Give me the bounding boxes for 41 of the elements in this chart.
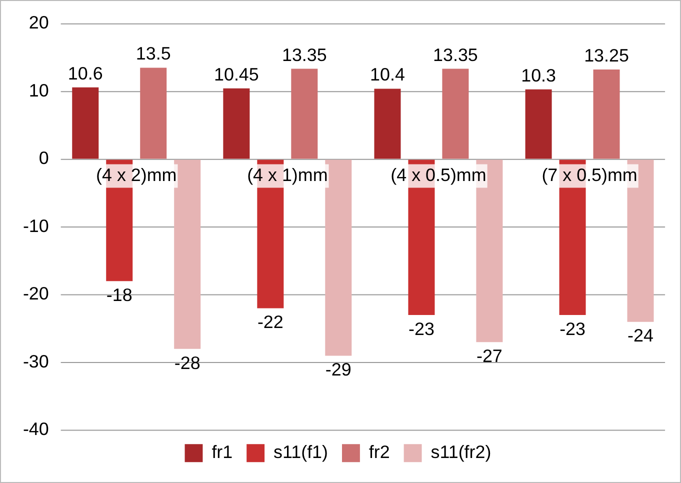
bar [174,160,201,349]
x-tick-label: (4 x 1)mm [247,164,328,185]
data-label: -28 [174,352,200,373]
bar [442,68,469,159]
data-label: -18 [106,285,132,306]
bar [223,88,250,159]
data-label: -23 [408,318,434,339]
y-tick-label: -20 [22,284,49,304]
data-label: 13.35 [433,44,478,65]
data-label: -24 [628,326,654,346]
y-tick-label: -10 [22,216,49,236]
legend-label: s11(f1) [274,442,328,462]
y-tick-label: 10 [28,80,49,100]
data-label: 10.3 [521,65,556,86]
bar [140,68,167,159]
x-tick-label: (4 x 2)mm [96,164,177,185]
data-label: 10.6 [68,63,103,84]
data-label: 10.4 [370,64,405,85]
legend-label: fr2 [368,442,390,462]
data-label: 10.45 [214,64,259,84]
legend-label: s11(fr2) [430,442,492,462]
bar [291,68,318,159]
bar [593,69,620,159]
x-tick-label: (7 x 0.5)mm [542,164,638,185]
bar [374,88,401,159]
data-label: 13.5 [136,44,171,64]
data-label: -29 [325,360,352,380]
x-tick-label: (4 x 0.5)mm [390,164,486,185]
data-label: 13.25 [584,45,629,66]
data-label: -22 [257,312,284,332]
data-label: 13.35 [282,44,327,65]
y-tick-label: -30 [22,351,49,372]
data-label: -23 [560,318,586,339]
bar [525,89,552,159]
bar [325,160,352,356]
y-tick-label: -40 [22,419,49,440]
bar [72,87,99,159]
y-tick-label: 0 [38,148,49,168]
y-tick-label: 20 [28,12,49,33]
data-label: -27 [476,346,502,366]
legend-label: fr1 [212,442,233,462]
